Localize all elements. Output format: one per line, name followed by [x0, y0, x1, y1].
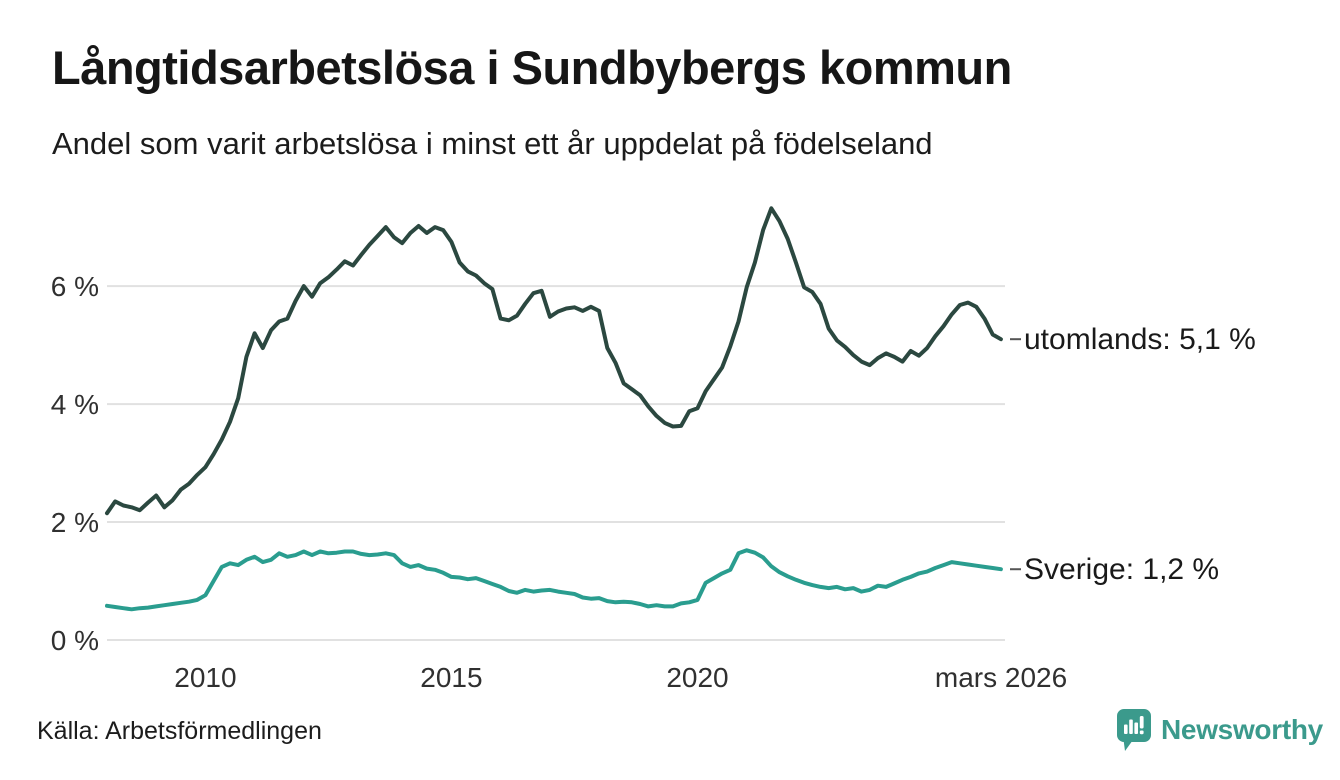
series-end-label-utomlands: utomlands: 5,1 %	[1024, 323, 1256, 356]
x-tick-label: 2020	[666, 662, 728, 693]
x-tick-label: 2015	[420, 662, 482, 693]
series-line-Sverige	[105, 548, 1003, 612]
page-title: Långtidsarbetslösa i Sundbybergs kommun	[52, 41, 1012, 94]
bar-chart-speech-bubble-icon	[1117, 709, 1151, 751]
newsworthy-logo[interactable]: Newsworthy	[1116, 708, 1323, 754]
x-tick-label: mars 2026	[935, 662, 1067, 693]
newsworthy-wordmark: Newsworthy	[1161, 714, 1323, 745]
series-end-label-Sverige: Sverige: 1,2 %	[1024, 553, 1219, 586]
x-tick-label: 2010	[174, 662, 236, 693]
y-tick-label: 4 %	[51, 389, 99, 420]
y-tick-label: 0 %	[51, 625, 99, 656]
page-subtitle: Andel som varit arbetslösa i minst ett å…	[52, 126, 933, 161]
series-line-utomlands	[105, 206, 1003, 516]
source-note: Källa: Arbetsförmedlingen	[37, 717, 322, 745]
y-tick-label: 2 %	[51, 507, 99, 538]
y-tick-label: 6 %	[51, 271, 99, 302]
